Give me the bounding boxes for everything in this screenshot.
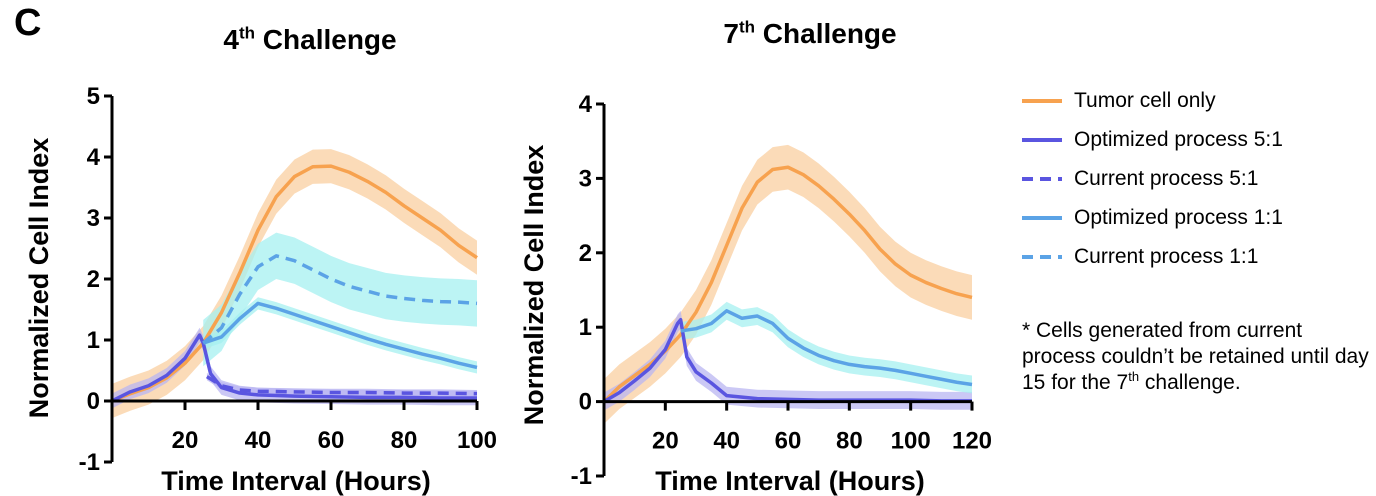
y-tick-label: -1 xyxy=(79,449,100,476)
x-tick-label: 100 xyxy=(891,428,931,455)
cur11-error-band xyxy=(203,232,477,367)
opt11-error-band xyxy=(203,297,477,374)
legend-swatch-tumor xyxy=(1022,99,1062,103)
x-tick-label: 120 xyxy=(952,428,992,455)
opt51-series-line xyxy=(111,333,477,403)
legend-label: Optimized process 5:1 xyxy=(1074,128,1283,151)
chart-7th-challenge: -1 0 1 2 3 4 20 40 60 80 100 120 Time Interval (Hou… xyxy=(519,91,992,496)
chart-title-2-rest: Challenge xyxy=(755,18,897,49)
x-tick-label: 40 xyxy=(713,428,740,455)
y-tick-label: 2 xyxy=(87,266,100,293)
tumor-series-line xyxy=(111,164,478,403)
footnote: * Cells generated from current process c… xyxy=(1022,318,1372,396)
y-tick-label: 1 xyxy=(87,327,100,354)
x-tick-label: 20 xyxy=(172,427,199,454)
cur51-error-band xyxy=(206,372,477,398)
footnote-suffix: challenge. xyxy=(1139,371,1241,394)
footnote-prefix: * Cells generated from current process c… xyxy=(1022,319,1369,394)
cur11-series-line xyxy=(202,254,478,345)
x-tick-label: 80 xyxy=(391,427,418,454)
chart-title-1-base: 4 xyxy=(223,24,239,55)
opt11-series-line xyxy=(202,301,478,370)
chart-title-2-base: 7 xyxy=(723,18,739,49)
legend-item-current-1-1: Current process 1:1 xyxy=(1022,242,1258,272)
legend-label: Tumor cell only xyxy=(1074,89,1216,112)
legend-item-optimized-1-1: Optimized process 1:1 xyxy=(1022,203,1283,233)
x-tick-label: 60 xyxy=(775,428,802,455)
x-tick-label: 100 xyxy=(457,427,497,454)
chart-4th-challenge: -1 0 1 2 3 4 5 20 40 60 80 100 Time Interval (Hours… xyxy=(24,83,497,496)
legend-label: Current process 5:1 xyxy=(1074,167,1259,190)
opt11-error-band xyxy=(680,301,972,394)
y-tick-label: 3 xyxy=(579,165,592,192)
y-tick-label: 4 xyxy=(87,144,101,171)
opt11-series-line xyxy=(680,309,973,387)
y-tick-label: -1 xyxy=(571,463,592,490)
x-axis-label-2: Time Interval (Hours) xyxy=(655,466,925,496)
legend-swatch-current-1-1 xyxy=(1022,255,1062,259)
y-tick-label: 2 xyxy=(579,240,592,267)
footnote-sup: th xyxy=(1128,369,1140,384)
y-axis-label-2: Normalized Cell Index xyxy=(519,145,549,426)
x-tick-label: 60 xyxy=(318,427,345,454)
y-tick-label: 1 xyxy=(579,314,592,341)
y-tick-label: 3 xyxy=(87,205,100,232)
legend-swatch-current-5-1 xyxy=(1022,177,1062,181)
x-tick-label: 40 xyxy=(245,427,272,454)
cur51-series-line xyxy=(205,375,478,396)
x-tick-label: 20 xyxy=(652,428,679,455)
legend-item-current-5-1: Current process 5:1 xyxy=(1022,164,1258,194)
chart-title-1: 4th Challenge xyxy=(140,24,480,56)
panel-label: C xyxy=(14,2,42,44)
legend-swatch-optimized-1-1 xyxy=(1022,216,1062,220)
legend-label: Optimized process 1:1 xyxy=(1074,206,1283,229)
tumor-error-band xyxy=(604,144,972,424)
chart-title-1-sup: th xyxy=(238,23,256,43)
y-tick-label: 0 xyxy=(579,389,592,416)
chart-title-2-sup: th xyxy=(738,17,756,37)
y-tick-label: 5 xyxy=(87,83,100,110)
legend-swatch-optimized-5-1 xyxy=(1022,138,1062,142)
legend-item-tumor: Tumor cell only xyxy=(1022,86,1216,116)
opt51-error-band xyxy=(604,310,972,411)
legend-label: Current process 1:1 xyxy=(1074,245,1259,268)
x-tick-label: 80 xyxy=(836,428,863,455)
y-tick-label: 4 xyxy=(579,91,593,118)
y-tick-label: 0 xyxy=(87,388,100,415)
chart-title-2: 7th Challenge xyxy=(640,18,980,50)
chart-title-1-rest: Challenge xyxy=(255,24,397,55)
x-axis-label-1: Time Interval (Hours) xyxy=(161,466,431,496)
y-axis-label-1: Normalized Cell Index xyxy=(24,138,54,419)
legend-item-optimized-5-1: Optimized process 5:1 xyxy=(1022,125,1283,155)
